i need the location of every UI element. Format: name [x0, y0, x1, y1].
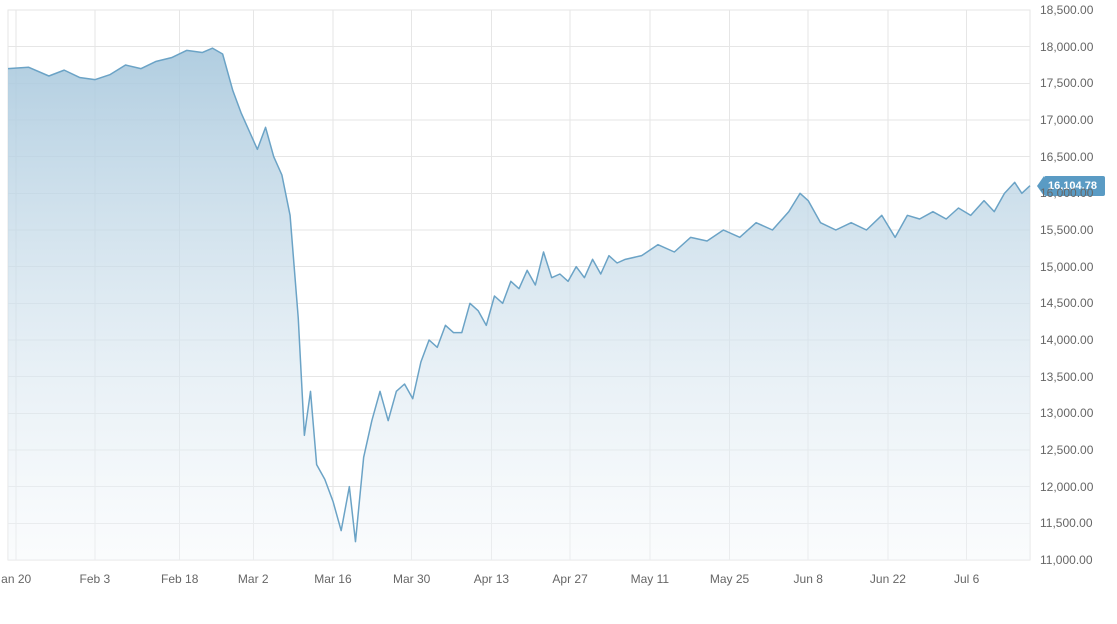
x-axis-label: May 25: [710, 572, 749, 586]
y-axis-label: 17,500.00: [1040, 76, 1110, 90]
x-axis-label: an 20: [1, 572, 31, 586]
y-axis-label: 15,500.00: [1040, 223, 1110, 237]
x-axis-label: Apr 27: [552, 572, 587, 586]
y-axis-label: 15,000.00: [1040, 260, 1110, 274]
y-axis-label: 12,000.00: [1040, 480, 1110, 494]
x-axis-label: May 11: [631, 572, 669, 586]
y-axis-label: 18,000.00: [1040, 40, 1110, 54]
y-axis-label: 16,500.00: [1040, 150, 1110, 164]
y-axis-label: 11,500.00: [1040, 516, 1110, 530]
y-axis-label: 16,000.00: [1040, 186, 1110, 200]
x-axis-label: Jun 8: [794, 572, 823, 586]
x-axis-label: Apr 13: [474, 572, 509, 586]
y-axis-label: 13,500.00: [1040, 370, 1110, 384]
chart-svg[interactable]: [0, 0, 1117, 624]
y-axis-label: 12,500.00: [1040, 443, 1110, 457]
x-axis-label: Feb 3: [80, 572, 111, 586]
x-axis-label: Mar 16: [314, 572, 351, 586]
x-axis-label: Mar 2: [238, 572, 269, 586]
x-axis-label: Jul 6: [954, 572, 979, 586]
stock-area-chart: 16,104.78 11,000.0011,500.0012,000.0012,…: [0, 0, 1117, 624]
y-axis-label: 17,000.00: [1040, 113, 1110, 127]
y-axis-label: 14,500.00: [1040, 296, 1110, 310]
y-axis-label: 11,000.00: [1040, 553, 1110, 567]
y-axis-label: 14,000.00: [1040, 333, 1110, 347]
y-axis-label: 13,000.00: [1040, 406, 1110, 420]
x-axis-label: Jun 22: [870, 572, 906, 586]
x-axis-label: Feb 18: [161, 572, 198, 586]
y-axis-label: 18,500.00: [1040, 3, 1110, 17]
x-axis-label: Mar 30: [393, 572, 430, 586]
